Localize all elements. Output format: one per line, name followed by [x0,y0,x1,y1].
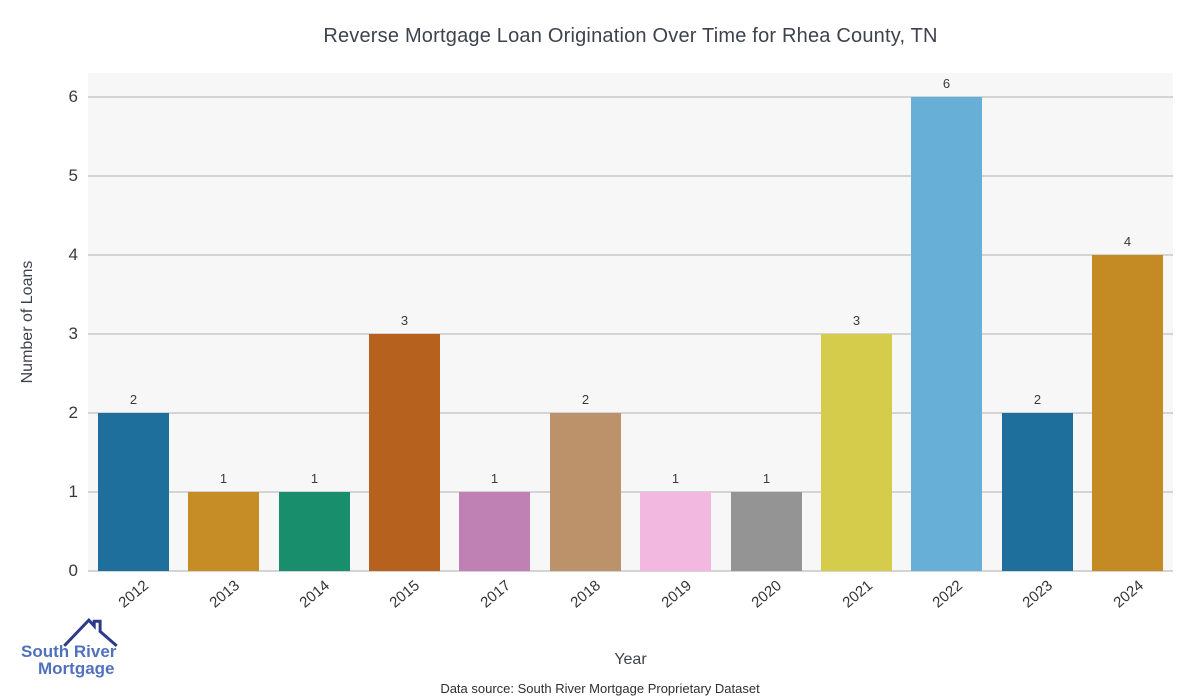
plot-area: 2 1 1 3 1 2 1 1 3 6 2 4 [88,73,1173,572]
x-tick-label: 2023 [1019,577,1056,612]
x-axis-label: Year [614,651,647,668]
x-tick-label: 2018 [567,577,604,612]
y-tick-label: 2 [68,402,78,422]
gridline [88,490,1173,493]
gridline [88,253,1173,256]
bar-value-label: 3 [400,313,409,328]
y-tick-label: 0 [68,561,78,580]
y-tick-label: 4 [68,244,78,264]
y-tick-label: 6 [68,86,78,106]
gridline [88,411,1173,414]
x-tick-label: 2013 [206,577,243,612]
bar-value-label: 3 [852,313,861,328]
bar-value-label: 2 [581,392,590,407]
x-tick-label: 2015 [386,577,423,612]
bar-2019 [640,492,711,571]
bar-value-label: 2 [1033,392,1042,407]
bar-2018 [550,413,621,571]
bar-2023 [1002,413,1073,571]
bar-2024 [1092,255,1163,571]
x-tick-label: 2024 [1110,577,1147,612]
bar-value-label: 1 [762,471,771,486]
x-axis-ticks: 2012 2013 2014 2015 2017 2018 2019 2020 2021 2022… [88,577,1173,637]
bar-value-label: 1 [310,471,319,486]
x-tick-label: 2019 [658,577,695,612]
bar-2012 [98,413,169,571]
bar-2017 [459,492,530,571]
x-tick-label: 2020 [748,577,785,612]
data-source-note: Data source: South River Mortgage Propri… [440,681,760,696]
bar-value-label: 2 [129,392,138,407]
bar-value-label: 4 [1123,234,1132,249]
x-tick-label: 2012 [115,577,152,612]
gridline [88,174,1173,177]
logo-text-line2: Mortgage [38,659,115,678]
bar-2015 [369,334,440,571]
south-river-mortgage-logo: South River Mortgage [16,615,146,690]
bar-2020 [731,492,802,571]
y-axis-ticks: 0 1 2 3 4 5 6 [0,73,78,580]
x-tick-label: 2022 [929,577,966,612]
x-tick-label: 2021 [839,577,876,612]
bar-value-label: 1 [219,471,228,486]
bar-2013 [188,492,259,571]
bar-value-label: 6 [942,76,951,91]
chart-title: Reverse Mortgage Loan Origination Over T… [323,25,938,47]
gridline [88,95,1173,98]
y-tick-label: 5 [68,165,78,185]
gridline [88,332,1173,335]
y-tick-label: 1 [68,481,78,501]
y-axis-label: Number of Loans [19,260,36,384]
logo-text-line1: South River [21,642,117,661]
gridline [88,570,1173,572]
bar-2021 [821,334,892,571]
house-roof-icon [63,618,118,647]
y-tick-label: 3 [68,323,78,343]
x-tick-label: 2014 [296,577,333,612]
bar-2022 [911,97,982,571]
x-tick-label: 2017 [477,577,514,612]
bar-value-label: 1 [490,471,499,486]
bar-2014 [279,492,350,571]
bar-value-label: 1 [671,471,680,486]
